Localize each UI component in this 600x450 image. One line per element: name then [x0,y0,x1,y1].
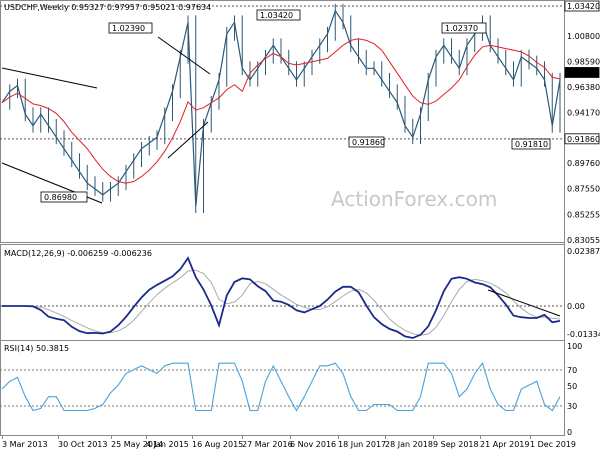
price-callout-label: 1.03420 [260,11,293,20]
price-axis-label: 0.83055 [567,236,600,245]
price-callout-label: 0.86980 [44,193,77,202]
watermark: ActionForex.com [331,187,497,211]
price-axis-label: 0.87550 [567,184,600,193]
macd-axis-label: -0.013346 [567,330,600,339]
rsi-title: RSI(14) 50.3815 [4,344,69,353]
price-callout-label: 0.91810 [515,140,548,149]
price-axis-tag-bg [564,0,600,12]
price-axis-label: 0.85255 [567,211,600,220]
rsi-axis-label: 100 [567,342,582,351]
x-axis-label: 3 Mar 2013 [2,440,48,449]
price-callout-box [441,22,487,34]
price-callout-box [511,138,551,150]
rsi-axis-label: 0 [567,428,572,437]
price-axis-label: 1.00800 [567,32,600,41]
price-callout-label: 1.02390 [112,24,145,33]
price-axis-label: 0.96380 [567,83,600,92]
panel-frame-1 [0,244,565,341]
price-axis-label: 0.91860 [567,135,600,144]
macd-axis-label: 0.023873 [567,247,600,256]
price-axis-label: 0.94170 [567,108,600,117]
x-axis-label: 28 Jan 2018 [385,440,433,449]
macd-title: MACD(12,26,9) -0.006259 -0.006236 [4,249,152,258]
x-axis-label: 6 Nov 2016 [290,440,336,449]
rsi-axis-label: 70 [567,366,577,375]
macd-axis-label: 0.00 [567,302,585,311]
macd-trend-line [487,289,561,317]
trend-line [157,36,211,75]
price-axis-label: 0.89760 [567,159,600,168]
x-axis-label: 30 Oct 2013 [58,440,107,449]
x-axis-label: 9 Sep 2018 [433,440,479,449]
rsi-line [1,361,561,412]
price-axis-label: 0.98590 [567,57,600,66]
price-callout-box [108,22,153,34]
rsi-axis-label: 30 [567,402,577,411]
x-axis-label: 27 Mar 2016 [242,440,293,449]
price-axis-label: 1.03420 [567,2,600,11]
x-axis-label: 21 Apr 2019 [480,440,529,449]
price-callout-box [40,191,88,203]
x-axis-label: 16 Aug 2015 [192,440,243,449]
price-axis-label: 0.97634 [567,68,600,77]
trend-line [1,67,98,89]
moving-average-line [1,38,561,184]
x-axis-label: 4 Jan 2015 [146,440,189,449]
price-axis-tag-bg [564,67,600,78]
panel-frame-2 [0,340,565,436]
x-axis-label: 1 Dec 2019 [530,440,576,449]
macd-signal-line [2,269,561,336]
x-axis-label: 18 Jun 2017 [338,440,386,449]
rsi-axis-label: 50 [567,382,577,391]
price-callout-box [348,136,385,148]
trend-line [167,121,209,159]
price-callout-label: 1.02370 [445,24,478,33]
price-callout-label: 0.91860 [352,138,385,147]
price-axis-tag-bg [564,133,600,145]
symbol-title: USDCHF,Weekly 0.95327 0.97957 0.95021 0.… [4,3,211,12]
macd-line [2,256,561,339]
x-axis-label: 25 May 2014 [111,440,163,449]
price-callout-box [256,9,301,21]
